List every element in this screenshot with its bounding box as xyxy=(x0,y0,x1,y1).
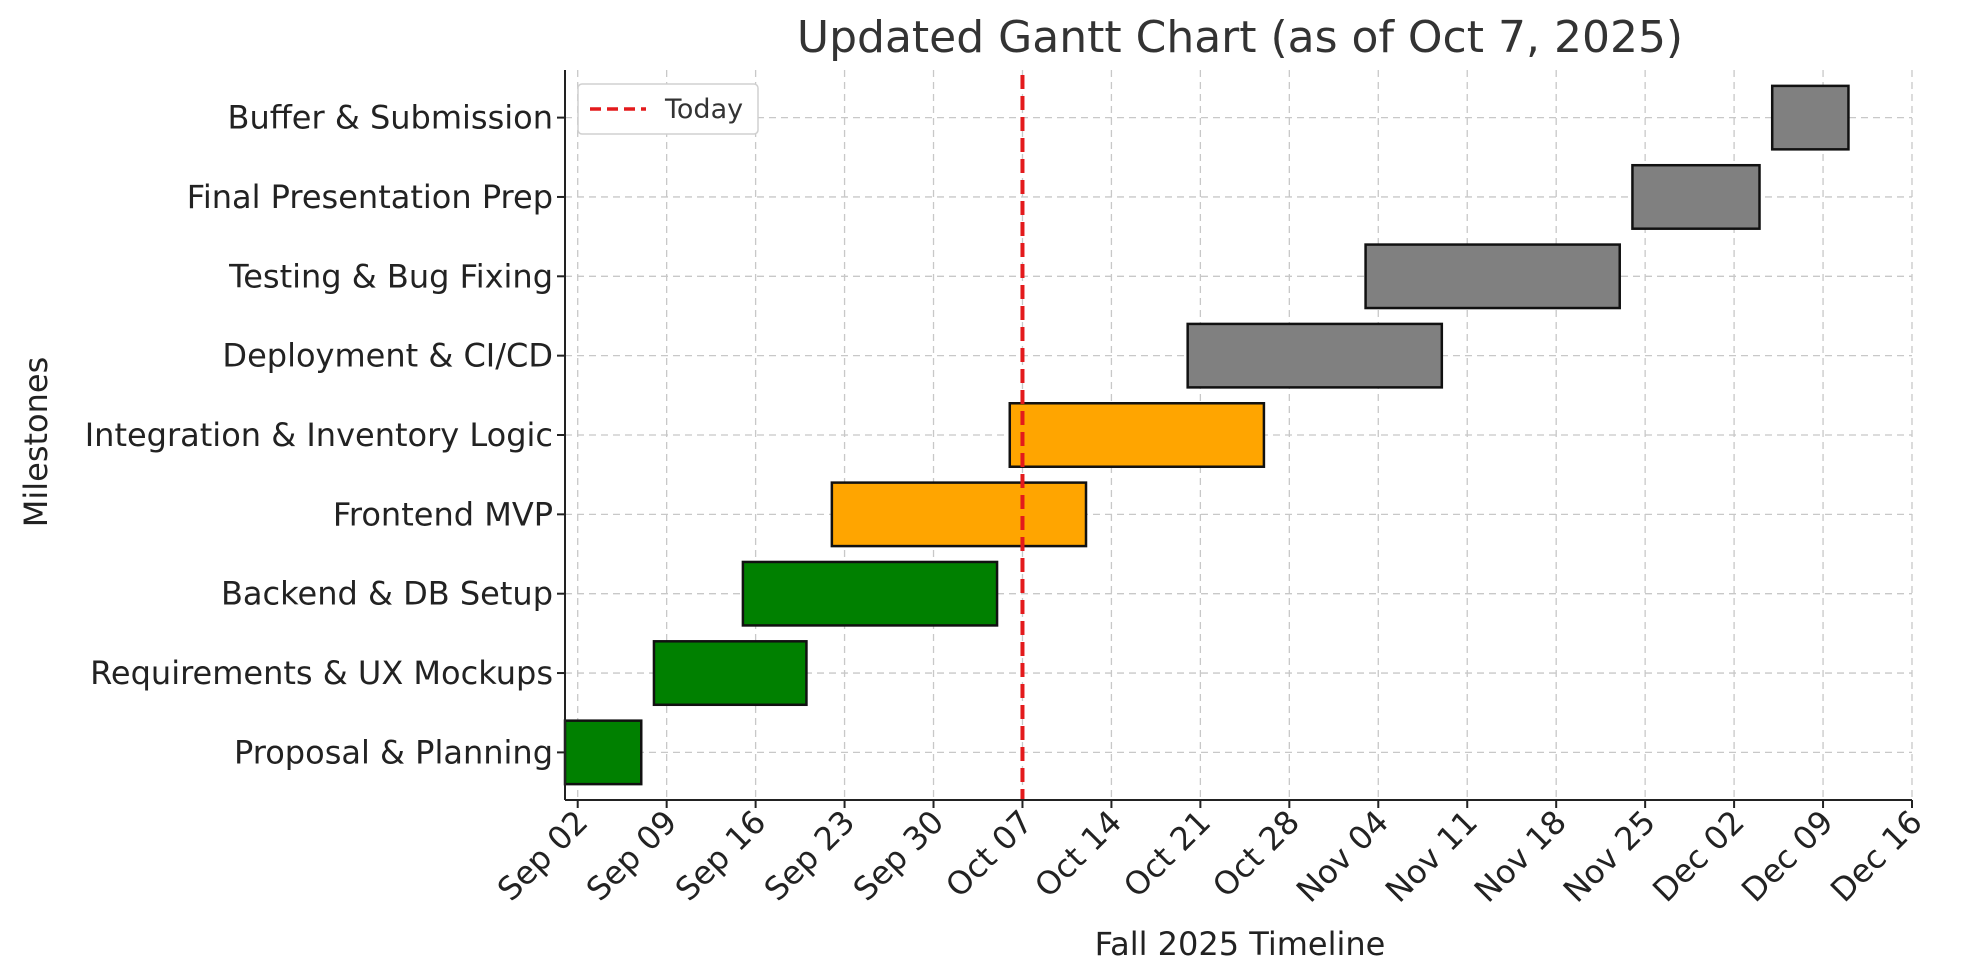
milestone-label: Deployment & CI/CD xyxy=(222,337,553,375)
x-tick-label: Sep 30 xyxy=(846,803,952,909)
x-tick-label: Oct 14 xyxy=(1027,803,1129,905)
milestone-label: Integration & Inventory Logic xyxy=(85,416,553,454)
x-tick-label: Nov 11 xyxy=(1378,803,1485,910)
x-tick-label: Dec 02 xyxy=(1645,803,1752,910)
task-bar xyxy=(652,640,808,707)
milestone-label: Backend & DB Setup xyxy=(221,575,553,613)
task-bar xyxy=(1631,163,1761,230)
x-tick-label: Nov 18 xyxy=(1467,803,1574,910)
milestone-label: Proposal & Planning xyxy=(234,733,553,771)
x-tick-label: Oct 21 xyxy=(1116,803,1218,905)
bar-layer xyxy=(563,84,1850,786)
task-bar xyxy=(563,719,643,786)
milestone-label: Buffer & Submission xyxy=(228,99,553,137)
x-tick-label: Sep 23 xyxy=(757,803,863,909)
chart-title: Updated Gantt Chart (as of Oct 7, 2025) xyxy=(797,12,1683,63)
x-tick-label: Dec 16 xyxy=(1823,803,1930,910)
x-tick-label: Sep 09 xyxy=(579,803,685,909)
x-tick-label: Dec 09 xyxy=(1734,803,1841,910)
x-tick-label: Nov 04 xyxy=(1289,803,1396,910)
milestone-label: Final Presentation Prep xyxy=(187,178,553,216)
x-axis-title: Fall 2025 Timeline xyxy=(1095,925,1386,963)
legend-box xyxy=(577,83,759,135)
milestone-label: Frontend MVP xyxy=(333,495,553,533)
x-tick-label: Sep 16 xyxy=(668,803,774,909)
milestone-label: Testing & Bug Fixing xyxy=(228,257,553,295)
y-axis-title: Milestones xyxy=(17,357,55,528)
x-tick-label: Nov 25 xyxy=(1556,803,1663,910)
x-tick-label: Oct 07 xyxy=(938,803,1040,905)
task-bar xyxy=(1186,322,1444,389)
task-bar xyxy=(1364,243,1621,310)
task-bar xyxy=(1770,84,1850,151)
x-tick-label: Sep 02 xyxy=(490,803,596,909)
x-tick-label: Oct 28 xyxy=(1205,803,1307,905)
task-bar xyxy=(1008,402,1266,468)
task-bar xyxy=(741,560,999,627)
legend: Today xyxy=(577,83,759,135)
legend-today-label: Today xyxy=(664,94,743,125)
milestone-label: Requirements & UX Mockups xyxy=(90,654,553,692)
task-bar xyxy=(830,481,1088,548)
